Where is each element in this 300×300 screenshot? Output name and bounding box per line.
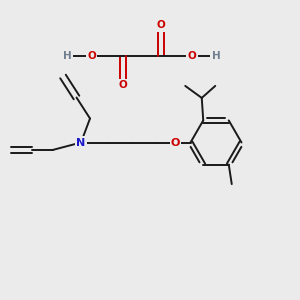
Text: O: O xyxy=(118,80,127,91)
Text: O: O xyxy=(87,50,96,61)
Text: N: N xyxy=(76,137,85,148)
Text: O: O xyxy=(171,137,180,148)
Text: H: H xyxy=(212,50,220,61)
Text: O: O xyxy=(156,20,165,31)
Text: O: O xyxy=(188,50,196,61)
Text: H: H xyxy=(63,50,72,61)
